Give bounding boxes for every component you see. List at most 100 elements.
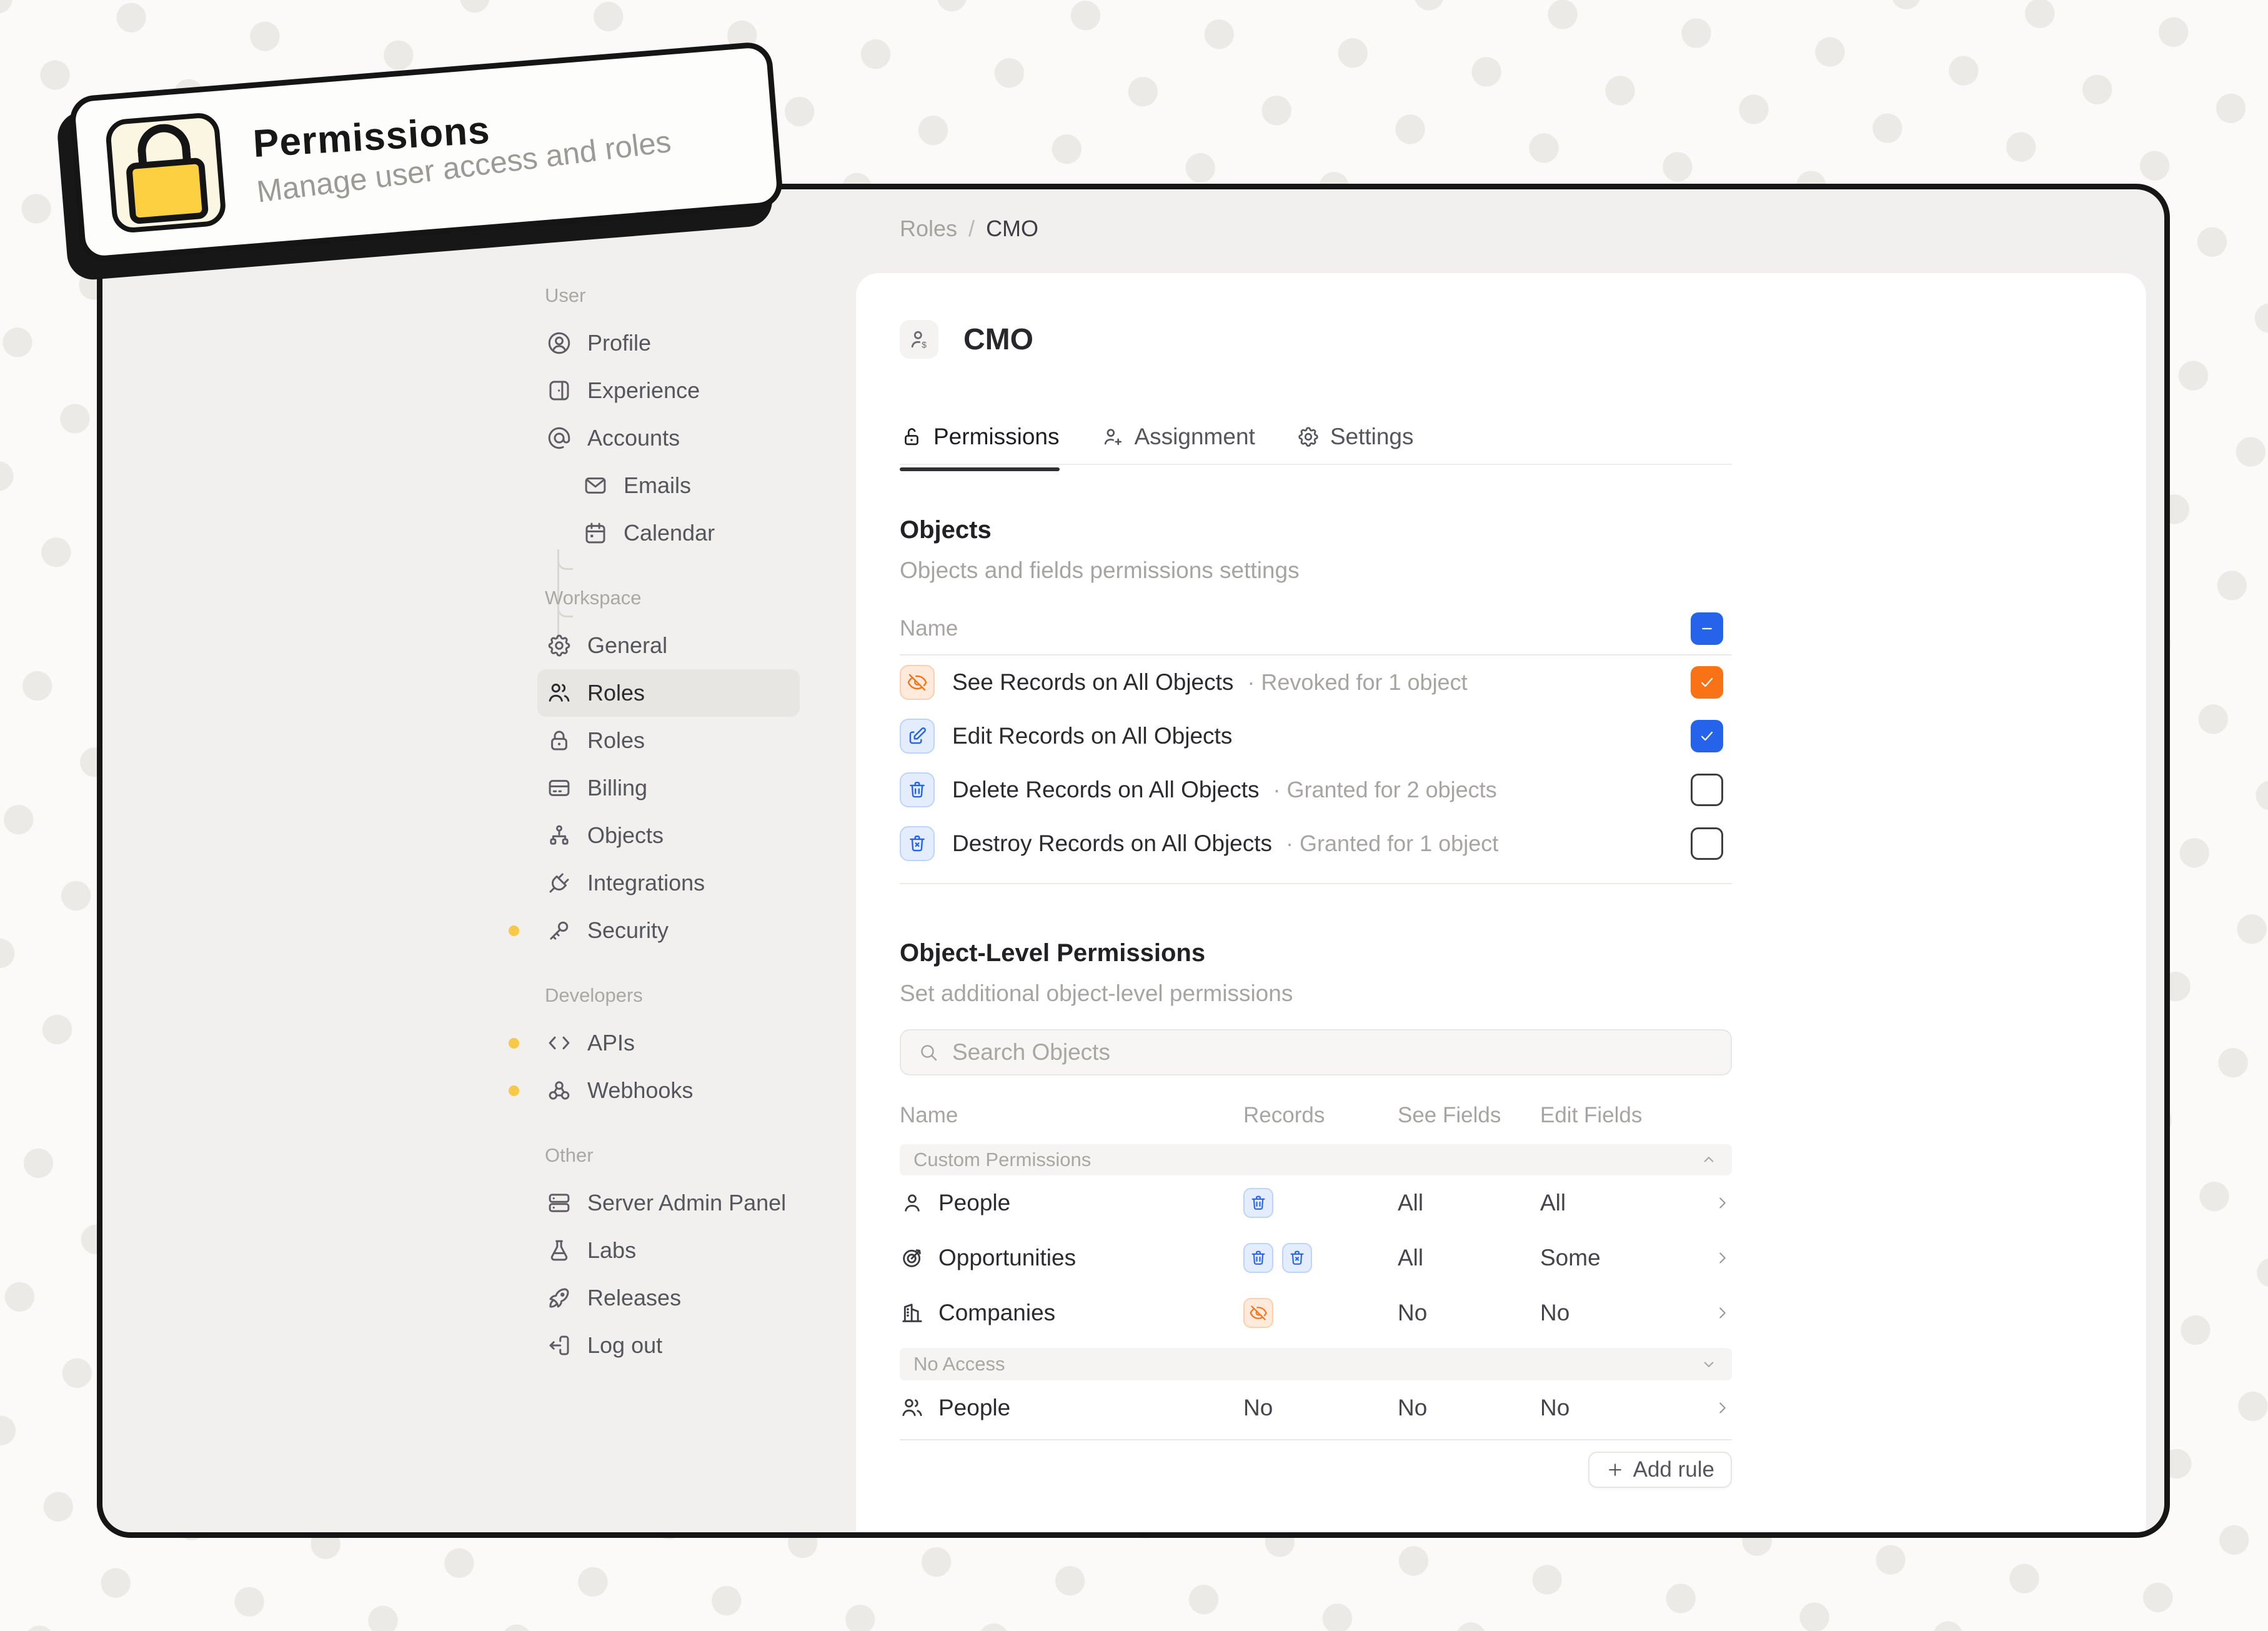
users-icon [546, 680, 572, 706]
group-row-custom-permissions[interactable]: Custom Permissions [900, 1144, 1732, 1175]
chevron-down-icon [1704, 1362, 1714, 1367]
tab-label: Assignment [1134, 424, 1255, 449]
object-row-opportunities[interactable]: Opportunities All Some [900, 1230, 1732, 1285]
code-icon [546, 1030, 572, 1056]
add-rule-button[interactable]: Add rule [1588, 1452, 1732, 1488]
sidebar-section-developers: Developers APIs Webhooks [509, 972, 800, 1114]
mail-icon [582, 472, 609, 499]
main-panel: $ CMO Permissions Assignment Settings [856, 273, 2146, 1532]
sidebar-item-server-admin-panel[interactable]: Server Admin Panel [537, 1179, 800, 1227]
key-icon [546, 917, 572, 944]
tab-label: Settings [1330, 424, 1414, 449]
permission-row-delete-records: Delete Records on All Objects · Granted … [900, 763, 1732, 817]
column-name: Name [900, 616, 958, 641]
sidebar-item-objects[interactable]: Objects [537, 812, 800, 859]
eye-off-icon [900, 665, 935, 700]
object-name: Opportunities [938, 1245, 1077, 1270]
tab-assignment[interactable]: Assignment [1101, 415, 1255, 459]
search-input[interactable] [952, 1039, 1714, 1065]
edit-icon [900, 719, 935, 754]
sidebar-item-accounts[interactable]: Accounts [537, 414, 800, 462]
objects-section-title: Objects [900, 516, 992, 544]
at-sign-icon [546, 425, 572, 451]
user-circle-icon [546, 330, 572, 356]
rocket-icon [546, 1285, 572, 1311]
tab-settings[interactable]: Settings [1296, 415, 1414, 459]
object-row-people[interactable]: People All All [900, 1175, 1732, 1230]
see-fields-value: No [1398, 1300, 1428, 1325]
sidebar-item-label: Labs [587, 1237, 637, 1263]
logout-icon [546, 1332, 572, 1359]
object-name: People [938, 1190, 1011, 1215]
sidebar-item-billing[interactable]: Billing [537, 764, 800, 812]
sidebar-item-integrations[interactable]: Integrations [537, 859, 800, 907]
select-all-checkbox[interactable] [1691, 612, 1723, 645]
plug-icon [546, 870, 572, 896]
permission-note: · Granted for 1 object [1286, 830, 1499, 856]
tab-label: Permissions [933, 424, 1060, 449]
chevron-right-icon[interactable] [1713, 1249, 1732, 1267]
server-icon [546, 1190, 572, 1216]
divider [900, 883, 1732, 884]
lock-icon [104, 111, 227, 234]
target-arrow-icon [903, 1249, 921, 1267]
sidebar-item-releases[interactable]: Releases [537, 1274, 800, 1322]
chevron-right-icon[interactable] [1713, 1399, 1732, 1417]
svg-text:$: $ [922, 340, 927, 350]
column-name: Name [900, 1103, 958, 1127]
gear-icon [546, 632, 572, 659]
breadcrumb: Roles / CMO [900, 212, 1038, 246]
permission-label: Destroy Records on All Objects [952, 830, 1273, 856]
sidebar-item-apis[interactable]: APIs [509, 1019, 800, 1067]
permission-checkbox[interactable] [1691, 827, 1723, 860]
breadcrumb-roles-link[interactable]: Roles [900, 216, 958, 241]
sidebar-item-label: Releases [587, 1285, 682, 1310]
objects-section-subtitle: Objects and fields permissions settings [900, 557, 1300, 583]
sidebar-item-label: Log out [587, 1332, 663, 1358]
tab-permissions[interactable]: Permissions [900, 415, 1060, 471]
sidebar-item-calendar[interactable]: Calendar [574, 509, 800, 557]
sidebar-section-label: Workspace [545, 587, 642, 609]
sidebar-item-experience[interactable]: Experience [537, 367, 800, 414]
add-rule-label: Add rule [1633, 1457, 1714, 1482]
sidebar-item-security[interactable]: Security [509, 907, 800, 954]
sidebar-item-webhooks[interactable]: Webhooks [509, 1067, 800, 1114]
trash-icon [900, 772, 935, 807]
user-plus-icon [1104, 429, 1122, 446]
sidebar-item-roles-lock[interactable]: Roles [537, 717, 800, 764]
experience-icon [546, 377, 572, 404]
permission-note: · Granted for 2 objects [1273, 777, 1497, 802]
hierarchy-icon [546, 822, 572, 849]
sidebar-item-emails[interactable]: Emails [574, 462, 800, 509]
permission-row-edit-records: Edit Records on All Objects [900, 709, 1732, 763]
column-edit-fields: Edit Fields [1540, 1103, 1643, 1127]
permission-label: See Records on All Objects [952, 669, 1234, 695]
sidebar-item-label: Roles [587, 680, 645, 706]
minus-icon [1702, 627, 1712, 630]
sidebar-item-roles-active[interactable]: Roles [537, 669, 800, 717]
object-row-companies[interactable]: Companies No No [900, 1285, 1732, 1340]
permission-checkbox[interactable] [1691, 720, 1723, 752]
column-see-fields: See Fields [1398, 1103, 1501, 1127]
notification-dot [509, 1037, 519, 1049]
sidebar-item-log-out[interactable]: Log out [537, 1322, 800, 1369]
permission-checkbox[interactable] [1691, 774, 1723, 806]
role-person-dollar-icon: $ [900, 320, 938, 359]
sidebar-item-labs[interactable]: Labs [537, 1227, 800, 1274]
notification-dot [509, 925, 519, 936]
records-value: No [1243, 1395, 1273, 1420]
sidebar-item-label: Objects [587, 822, 664, 848]
group-row-no-access[interactable]: No Access [900, 1348, 1732, 1380]
sidebar-item-label: Experience [587, 377, 700, 403]
plus-icon [1608, 1464, 1621, 1476]
permission-note: · Revoked for 1 object [1247, 669, 1468, 695]
sidebar-item-profile[interactable]: Profile [537, 319, 800, 367]
sidebar-item-general[interactable]: General [537, 622, 800, 669]
eye-off-icon [1243, 1298, 1273, 1328]
chevron-right-icon[interactable] [1713, 1304, 1732, 1322]
search-icon [921, 1045, 937, 1061]
permission-checkbox[interactable] [1691, 666, 1723, 699]
group-label: No Access [913, 1353, 1005, 1375]
object-row-people-no-access[interactable]: People No No No [900, 1380, 1732, 1435]
chevron-right-icon[interactable] [1713, 1194, 1732, 1212]
